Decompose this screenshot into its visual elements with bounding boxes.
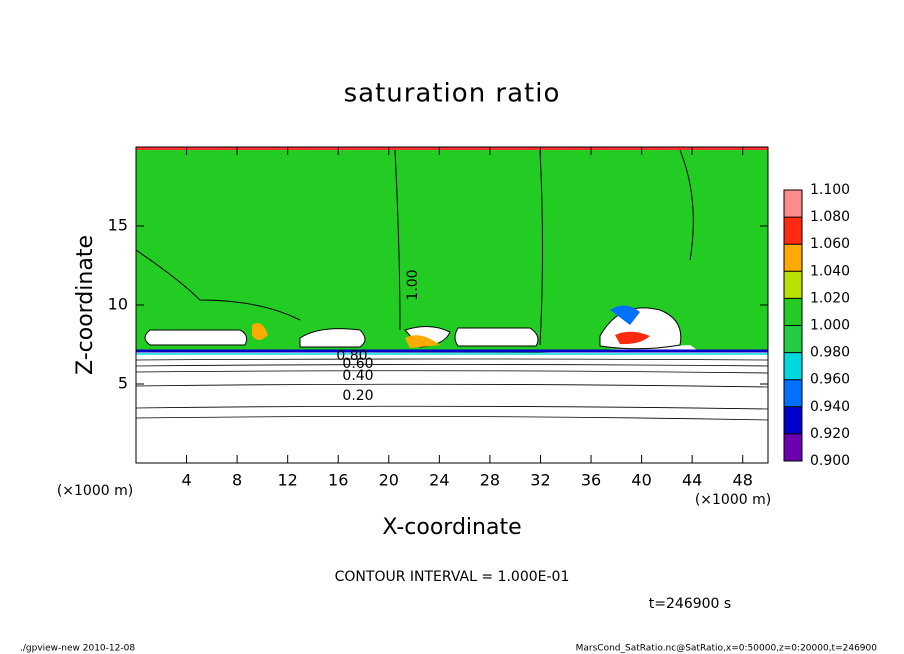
- colorbar-label: 1.060: [810, 236, 850, 252]
- cloud-gap: [299, 328, 366, 348]
- contour-label: 0.20: [342, 388, 373, 404]
- contour-label: 0.80: [336, 348, 367, 364]
- high-spot: [252, 322, 268, 340]
- high-spot: [405, 335, 440, 348]
- x-tick-label: 24: [429, 471, 449, 490]
- field: [136, 147, 768, 463]
- colorbar-box: [784, 217, 802, 245]
- x-tick-label: 48: [733, 471, 753, 490]
- x-tick-label: 36: [581, 471, 601, 490]
- contour-label: 1.00: [405, 269, 421, 300]
- low-spot: [610, 305, 640, 325]
- colorbar-box: [784, 352, 802, 380]
- colorbar-label: 0.920: [810, 426, 850, 442]
- colorbar-box: [784, 271, 802, 299]
- colorbar-box: [784, 190, 802, 218]
- x-tick-label: 28: [480, 471, 500, 490]
- cloud-gap: [144, 329, 248, 346]
- y-axis-label: Z-coordinate: [73, 235, 98, 375]
- colorbar-label: 0.900: [810, 453, 850, 469]
- footer-right: MarsCond_SatRatio.nc@SatRatio,x=0:50000,…: [576, 644, 878, 654]
- contour-label: 0.60: [342, 356, 373, 372]
- colorbar-label: 0.980: [810, 345, 850, 361]
- contour-line: [136, 149, 694, 346]
- x-unit: (×1000 m): [57, 483, 133, 499]
- top-band: [136, 147, 768, 150]
- x-tick-label: 20: [379, 471, 399, 490]
- y-unit: (×1000 m): [695, 492, 771, 508]
- colorbar-label: 1.040: [810, 263, 850, 279]
- cloud-gap: [454, 327, 539, 347]
- colorbar-box: [784, 325, 802, 353]
- colorbar-box: [784, 298, 802, 326]
- colorbar-label: 1.000: [810, 318, 850, 334]
- y-tick-label: 5: [118, 374, 128, 393]
- x-tick-label: 44: [682, 471, 702, 490]
- colorbar-box: [784, 433, 802, 461]
- x-tick-label: 16: [328, 471, 348, 490]
- colorbar-box: [784, 379, 802, 407]
- colorbar-label: 0.960: [810, 372, 850, 388]
- colorbar-box: [784, 406, 802, 434]
- contour-line: [136, 358, 768, 421]
- green-region: [136, 147, 768, 353]
- time-label: t=246900 s: [649, 596, 731, 612]
- contour-interval: CONTOUR INTERVAL = 1.000E-01: [335, 569, 570, 585]
- colorbar-label: 1.020: [810, 290, 850, 306]
- x-tick-label: 40: [631, 471, 651, 490]
- high-spot: [615, 331, 650, 345]
- x-tick-label: 4: [181, 471, 191, 490]
- colorbar-label: 1.080: [810, 209, 850, 225]
- y-tick-label: 10: [108, 295, 128, 314]
- x-tick-label: 12: [278, 471, 298, 490]
- x-tick-label: 8: [232, 471, 242, 490]
- colorbar-label: 0.940: [810, 399, 850, 415]
- colorbar-box: [784, 244, 802, 272]
- footer-left: ./gpview-new 2010-12-08: [20, 644, 135, 654]
- contour-label: 0.40: [342, 368, 373, 384]
- chart-title: saturation ratio: [344, 79, 561, 109]
- y-tick-label: 15: [108, 216, 128, 235]
- colorbar-label: 1.100: [810, 182, 850, 198]
- x-tick-label: 32: [530, 471, 550, 490]
- x-axis-label: X-coordinate: [382, 515, 521, 540]
